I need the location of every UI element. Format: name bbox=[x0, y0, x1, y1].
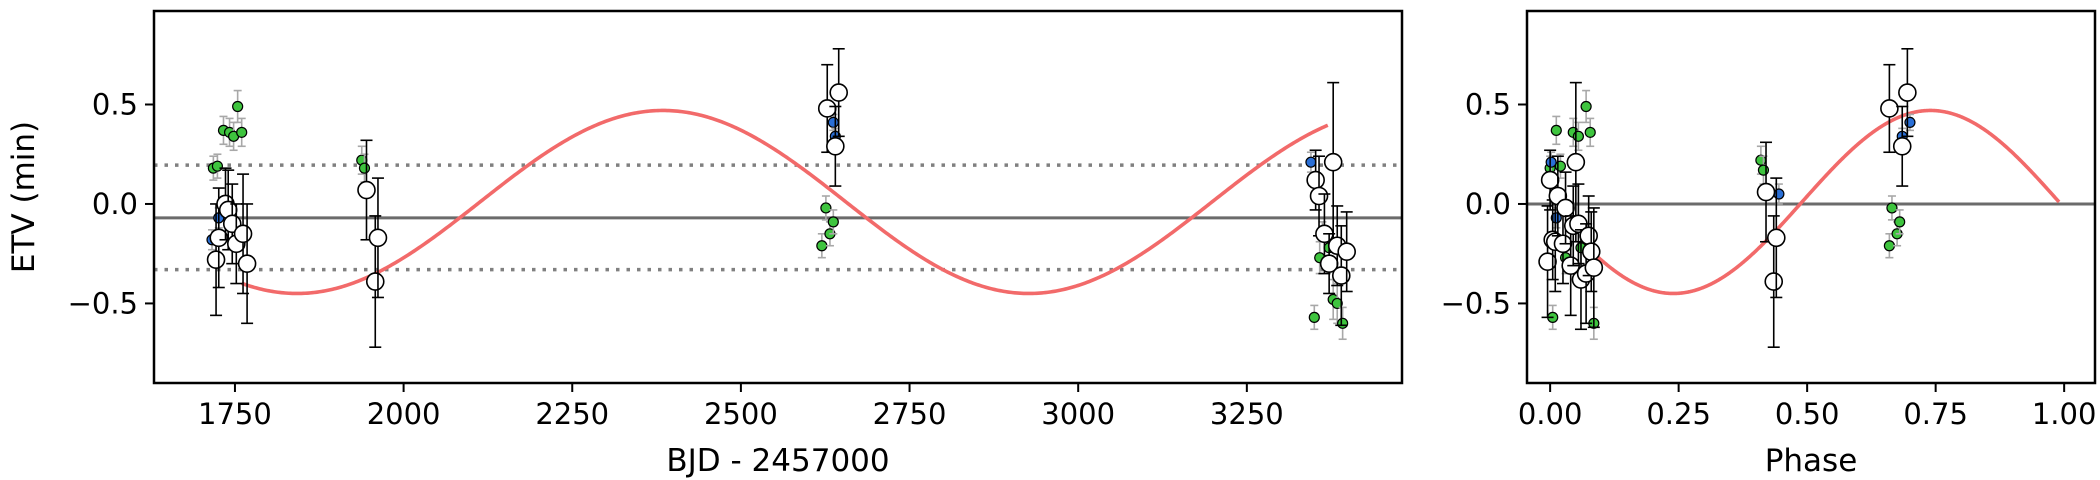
panel2-data-point bbox=[1554, 160, 1567, 172]
panel1-data-point-open bbox=[1337, 242, 1356, 262]
panel1-data-point-open bbox=[368, 228, 388, 248]
panel2-data-point-open bbox=[1880, 99, 1899, 118]
panel1-ytick-label: −0.5 bbox=[68, 286, 138, 320]
panel1-xtick-label: 3250 bbox=[1210, 397, 1284, 431]
panel2-model-curve bbox=[1579, 108, 2061, 296]
panel1-data-point-open bbox=[233, 224, 253, 244]
panel1-data-point-open bbox=[1331, 266, 1351, 285]
panel1-data-point bbox=[358, 162, 371, 174]
panel1-data-point-open bbox=[209, 228, 229, 248]
panel1-data-point-open bbox=[206, 250, 226, 269]
panel1-data-point bbox=[236, 126, 248, 138]
panel2-xtick-label: 0.75 bbox=[1903, 397, 1968, 431]
panel1-data-point bbox=[1305, 156, 1317, 168]
panel2-data-point bbox=[1894, 216, 1906, 228]
panel2-data-point bbox=[1773, 188, 1785, 200]
panel1-data-point bbox=[1308, 311, 1320, 323]
panel2-plot-content bbox=[1527, 47, 2095, 348]
panel2-xtick-label: 0.00 bbox=[1518, 397, 1583, 431]
panel2-data-point-open bbox=[1584, 258, 1604, 277]
panel2-data-point-open bbox=[1764, 272, 1784, 291]
panel2-frame bbox=[1525, 9, 2097, 385]
panel1-xtick-label: 2750 bbox=[873, 397, 947, 431]
panel1-plot-content bbox=[154, 47, 1402, 348]
panel2-xtick-label: 0.50 bbox=[1775, 397, 1840, 431]
panel2-data-point-open bbox=[1892, 136, 1912, 156]
panel1-plot-area: 1750 2000 2250 2500 2750 3000 3250 −0.5 0.0 0.5 bbox=[68, 9, 1404, 431]
panel1-data-point bbox=[211, 160, 224, 172]
panel1-data-point-open bbox=[1309, 186, 1329, 206]
panel2-data-point bbox=[1572, 130, 1585, 142]
panel1-xtick-label: 2500 bbox=[704, 397, 778, 431]
panel2-plot-area: 0.00 0.25 0.50 0.75 1.00 −0.5 0.0 0.5 bbox=[1441, 9, 2097, 431]
panel1-data-point bbox=[820, 202, 832, 214]
panel2-data-point-open bbox=[1579, 226, 1598, 246]
panel1-data-point-open bbox=[1306, 170, 1325, 190]
panel1-data-point bbox=[232, 100, 244, 113]
panel2-data-point-open bbox=[1540, 170, 1560, 190]
panel2-data-point-open bbox=[1898, 83, 1917, 102]
panel2-xtick-label: 0.25 bbox=[1646, 397, 1711, 431]
panel1-frame bbox=[152, 9, 1404, 385]
panel1-xtick-label: 2250 bbox=[535, 397, 609, 431]
panel2-data-point bbox=[1580, 100, 1592, 113]
panel1-data-point-open bbox=[237, 254, 257, 273]
panel1-data-point-open bbox=[826, 136, 845, 156]
panel1-data-point-open bbox=[817, 99, 837, 118]
panel2-ytick-label: −0.5 bbox=[1441, 286, 1511, 320]
panel2-data-point-open bbox=[1581, 242, 1601, 262]
panel2-data-point-open bbox=[1566, 152, 1586, 172]
panel1-xtick-label: 3000 bbox=[1041, 397, 1115, 431]
panel1-data-point-open bbox=[1323, 152, 1343, 172]
panel1-data-point-open bbox=[829, 83, 849, 102]
panel1-data-point bbox=[816, 240, 828, 252]
panel1-xlabel: BJD - 2457000 bbox=[666, 443, 889, 479]
panel2-data-point bbox=[1550, 124, 1562, 136]
panel2-data-point bbox=[1584, 126, 1596, 138]
panel2-data-point bbox=[1883, 240, 1895, 252]
panel1-ylabel: ETV (min) bbox=[6, 121, 42, 273]
panel2-data-point bbox=[1886, 202, 1898, 214]
panel2-data-point-open bbox=[1756, 182, 1776, 202]
panel2-ytick-label: 0.0 bbox=[1465, 187, 1511, 221]
panel2-data-point-open bbox=[1556, 198, 1575, 218]
panel1-xtick-label: 2000 bbox=[367, 397, 441, 431]
panel1-model-curve bbox=[241, 108, 1329, 296]
panel2-xtick-label: 1.00 bbox=[2032, 397, 2097, 431]
panel1-data-point-open bbox=[365, 272, 385, 291]
panel1-data-point bbox=[827, 116, 839, 129]
panel1-xtick-label: 1750 bbox=[198, 397, 272, 431]
panel2-ytick-label: 0.5 bbox=[1465, 87, 1511, 121]
panel2-data-point-open bbox=[1538, 252, 1557, 271]
panel1-data-point bbox=[1337, 317, 1349, 329]
panel1-data-point bbox=[1331, 297, 1343, 310]
panel2-data-point bbox=[1550, 212, 1562, 224]
panel2-xlabel: Phase bbox=[1765, 443, 1858, 479]
panel1-ytick-label: 0.0 bbox=[92, 187, 138, 221]
panel2-data-point bbox=[1757, 164, 1770, 176]
panel1-ytick-label: 0.5 bbox=[92, 87, 138, 121]
panel1-data-point bbox=[827, 216, 839, 228]
panel2-data-point bbox=[1545, 156, 1557, 168]
panel2-data-point-open bbox=[1767, 228, 1786, 248]
panel1-data-point-open bbox=[357, 180, 376, 200]
panel2-data-point bbox=[1904, 116, 1916, 129]
